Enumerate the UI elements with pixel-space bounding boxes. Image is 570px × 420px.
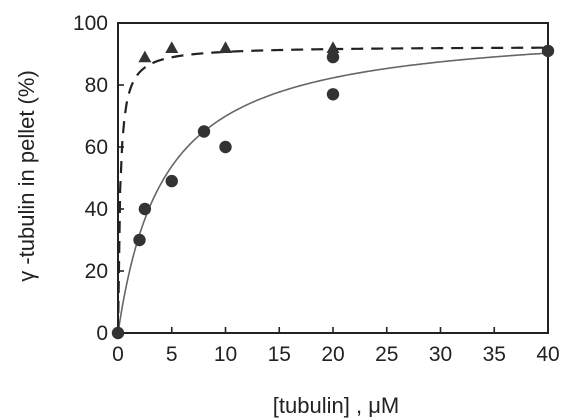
- circle-data-point: [111, 326, 125, 340]
- y-axis-label: γ -tubulin in pellet (%): [14, 70, 39, 282]
- y-tick-label: 40: [85, 198, 108, 221]
- x-tick-label: 5: [166, 343, 178, 366]
- circle-data-point: [165, 174, 178, 188]
- plot-border: [117, 22, 549, 334]
- x-tick-label: 20: [321, 343, 344, 366]
- y-tick-label: 0: [96, 322, 108, 345]
- triangle-data-point: [138, 50, 152, 63]
- triangle-data-point: [219, 41, 232, 53]
- x-tick-label: 10: [214, 343, 237, 366]
- y-tick-label: 60: [85, 136, 108, 159]
- x-tick-label: 15: [268, 343, 291, 366]
- x-tick-label: 30: [429, 343, 452, 366]
- circle-data-point: [138, 202, 152, 216]
- y-tick-label: 20: [85, 260, 108, 283]
- circle-data-point: [326, 50, 340, 64]
- y-tick-label: 100: [73, 12, 108, 35]
- x-tick-label: 35: [483, 343, 506, 366]
- x-tick-label: 40: [536, 343, 559, 366]
- y-tick-label: 80: [85, 74, 108, 97]
- circle-data-point: [133, 233, 146, 247]
- circle-data-point: [197, 125, 211, 138]
- triangle-data-point: [165, 41, 179, 53]
- x-tick-label: 25: [375, 343, 398, 366]
- circle-series-fit-line: [117, 52, 549, 334]
- tick-labels-layer: 0 5 10 15 20 25 30 35 40 0 20 40 60 80 100: [73, 12, 560, 366]
- triangle-data-point: [326, 41, 340, 53]
- x-tick-label: 0: [112, 343, 124, 366]
- plot-frame-layer: [117, 22, 549, 334]
- circle-data-point: [219, 140, 232, 154]
- circle-data-point: [541, 44, 555, 58]
- circle-data-point: [326, 88, 340, 101]
- x-axis-label: [tubulin] , μM: [273, 393, 399, 418]
- data-points-layer: [111, 41, 555, 340]
